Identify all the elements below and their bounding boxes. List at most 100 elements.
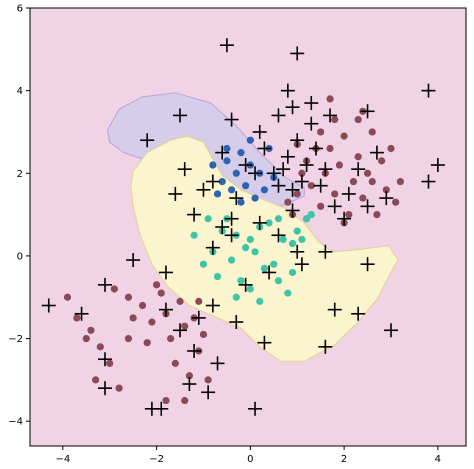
- data-point: [138, 301, 147, 310]
- data-point: [331, 115, 339, 124]
- cross-marker: [294, 174, 309, 189]
- cross-marker: [224, 211, 239, 226]
- data-point: [354, 153, 362, 161]
- cross-marker: [379, 191, 394, 206]
- cross-marker: [205, 174, 220, 189]
- data-point: [242, 244, 250, 252]
- data-point: [284, 289, 292, 297]
- y-tick-label: 4: [17, 86, 23, 97]
- data-point: [326, 144, 334, 153]
- data-point: [185, 372, 193, 380]
- cross-marker: [327, 302, 342, 317]
- cross-marker: [229, 315, 244, 330]
- data-point: [96, 343, 104, 351]
- data-point: [227, 186, 236, 194]
- cross-marker: [280, 83, 295, 98]
- cross-marker: [271, 108, 286, 123]
- data-point: [73, 314, 81, 322]
- data-point: [326, 95, 334, 103]
- cross-marker: [360, 104, 375, 119]
- x-tick-label: 2: [341, 454, 347, 465]
- cross-marker: [173, 108, 188, 123]
- cross-marker: [191, 310, 206, 325]
- data-point: [307, 182, 315, 190]
- yellow-region: [130, 135, 399, 362]
- data-point: [232, 169, 240, 177]
- cross-marker: [252, 124, 267, 139]
- data-point: [251, 248, 259, 256]
- data-point: [181, 322, 189, 330]
- cross-marker: [323, 108, 338, 123]
- data-point: [167, 334, 175, 343]
- cross-marker: [98, 352, 113, 367]
- data-point: [190, 231, 198, 239]
- cross-marker: [210, 356, 225, 371]
- data-point: [373, 211, 381, 219]
- cross-marker: [360, 199, 375, 214]
- cross-marker: [421, 83, 436, 98]
- data-point: [293, 227, 301, 235]
- x-tick-label: 0: [247, 454, 253, 465]
- data-point: [279, 235, 287, 243]
- cross-marker: [257, 141, 272, 156]
- data-point: [303, 215, 311, 223]
- cross-marker: [351, 306, 366, 321]
- data-point: [354, 115, 362, 124]
- data-point: [260, 186, 269, 194]
- data-point: [213, 190, 222, 198]
- y-tick-label: 0: [17, 251, 23, 262]
- cross-marker: [421, 174, 436, 189]
- cross-marker: [351, 162, 366, 177]
- data-point: [176, 297, 184, 305]
- data-point: [293, 190, 301, 198]
- data-points: [41, 38, 445, 416]
- cross-marker: [238, 158, 253, 173]
- data-point: [204, 215, 212, 223]
- data-point: [143, 339, 151, 347]
- data-point: [387, 144, 395, 153]
- cross-marker: [205, 298, 220, 313]
- data-point: [274, 215, 283, 223]
- data-point: [82, 334, 90, 343]
- data-point: [199, 330, 208, 339]
- x-tick-label: 4: [435, 454, 441, 465]
- point-series-2: [190, 211, 315, 305]
- cross-marker: [285, 100, 300, 115]
- y-tick-label: −2: [8, 334, 23, 345]
- cross-marker: [304, 96, 319, 111]
- x-tick-label: −4: [55, 454, 70, 465]
- cross-marker: [276, 162, 291, 177]
- plot-area: [29, 7, 467, 447]
- data-point: [195, 297, 203, 305]
- cross-marker: [238, 277, 253, 292]
- data-point: [284, 198, 292, 206]
- x-tick-label: −2: [149, 454, 164, 465]
- data-point: [124, 293, 133, 301]
- cross-marker: [219, 38, 234, 53]
- cross-marker: [144, 401, 159, 416]
- decision-regions: [106, 92, 399, 362]
- cross-marker: [248, 166, 263, 181]
- data-point: [298, 169, 306, 177]
- data-point: [298, 235, 306, 243]
- cross-marker: [360, 257, 375, 272]
- cross-marker: [158, 302, 173, 317]
- cross-marker: [224, 112, 239, 127]
- cross-marker: [290, 133, 305, 148]
- data-point: [256, 297, 264, 305]
- cross-marker: [304, 116, 319, 131]
- cross-marker: [182, 377, 197, 392]
- cross-marker: [248, 401, 263, 416]
- data-point: [106, 359, 114, 367]
- cross-marker: [290, 46, 305, 61]
- data-point: [209, 161, 217, 169]
- data-point: [307, 211, 315, 219]
- data-point: [129, 314, 137, 322]
- cross-marker: [168, 186, 183, 201]
- data-point: [368, 177, 376, 186]
- data-point: [246, 136, 254, 144]
- cross-marker: [257, 335, 272, 350]
- cross-marker: [294, 257, 309, 272]
- data-point: [223, 157, 231, 165]
